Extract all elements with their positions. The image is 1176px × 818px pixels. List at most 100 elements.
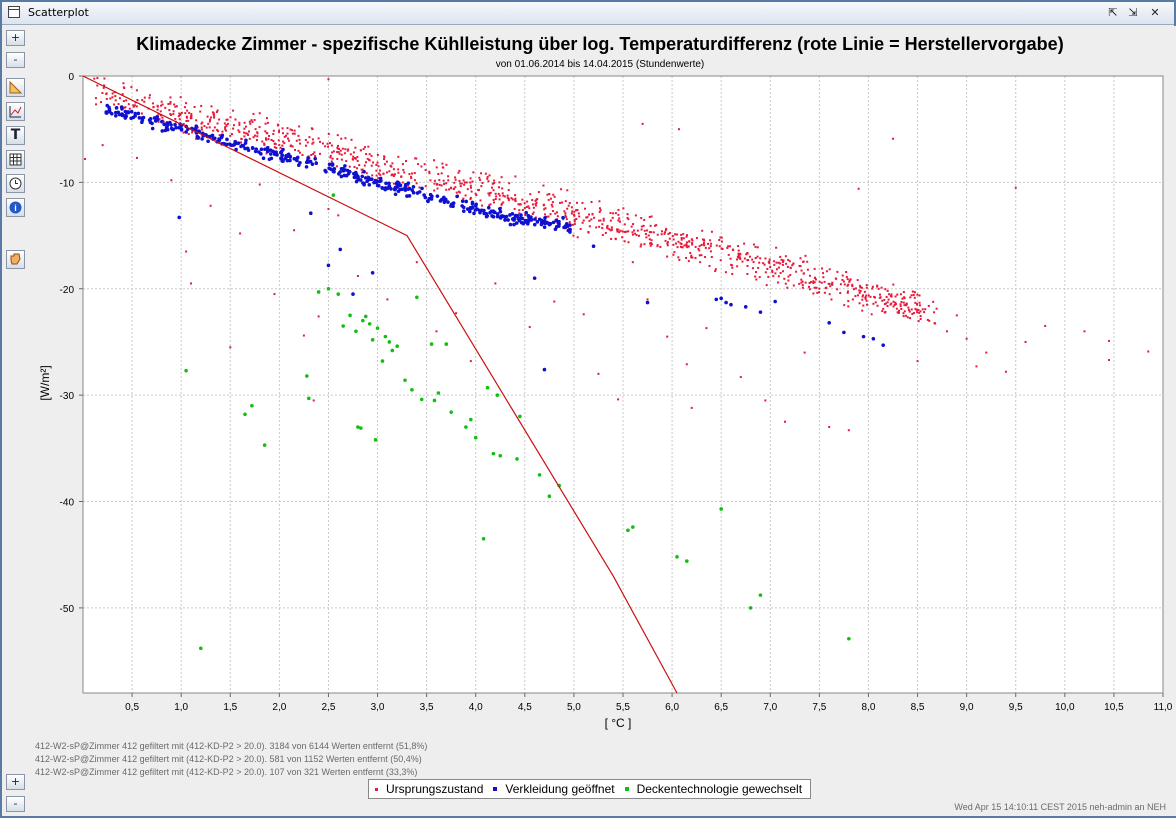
data-point <box>203 125 206 128</box>
data-point <box>648 238 651 241</box>
data-point <box>836 270 839 273</box>
data-point <box>223 122 226 125</box>
window-titlebar[interactable]: Scatterplot ⇱ ⇲ ✕ <box>2 2 1174 25</box>
data-point <box>243 135 246 138</box>
data-point <box>298 138 301 141</box>
data-point <box>618 231 621 234</box>
data-point <box>208 120 211 123</box>
data-point <box>118 97 121 100</box>
data-point <box>666 244 669 247</box>
data-point <box>935 307 938 310</box>
data-point <box>675 242 678 245</box>
ruler-icon[interactable] <box>6 78 25 97</box>
data-point <box>397 168 400 171</box>
data-point <box>890 293 893 296</box>
data-point <box>917 308 920 311</box>
data-point <box>151 102 154 105</box>
data-point <box>614 212 617 215</box>
data-point <box>470 186 473 189</box>
data-point <box>278 129 281 132</box>
data-point <box>739 252 742 255</box>
data-point <box>390 348 395 353</box>
data-point <box>215 111 218 114</box>
data-point <box>262 443 267 447</box>
data-point <box>428 192 433 197</box>
legend-marker <box>375 787 378 791</box>
data-point <box>353 173 358 178</box>
data-point <box>581 201 584 204</box>
data-point <box>858 302 861 305</box>
data-point <box>754 275 757 278</box>
data-point <box>291 132 294 135</box>
data-point <box>489 203 492 206</box>
minimize-icon[interactable]: ⇲ <box>1128 6 1138 19</box>
data-point <box>460 199 465 204</box>
data-point <box>704 246 707 249</box>
table-icon[interactable] <box>6 150 25 169</box>
data-point <box>247 133 250 136</box>
data-point <box>507 199 510 202</box>
data-point <box>469 196 472 199</box>
data-point <box>318 152 321 155</box>
data-point <box>812 282 815 285</box>
data-point <box>317 315 320 318</box>
data-point <box>709 239 712 242</box>
data-point <box>330 144 333 147</box>
data-point <box>859 290 862 293</box>
data-point <box>105 92 108 95</box>
scatter-chart[interactable]: Klimadecke Zimmer - spezifische Kühlleis… <box>28 26 1176 738</box>
zoom-in-bottom-button[interactable]: + <box>6 774 25 790</box>
data-point <box>575 201 578 204</box>
data-point <box>526 200 529 203</box>
data-point <box>370 271 375 275</box>
data-point <box>634 214 637 217</box>
data-point <box>387 181 391 186</box>
data-point <box>209 118 212 121</box>
data-point <box>459 182 462 185</box>
data-point <box>495 195 498 198</box>
text-icon[interactable]: T <box>6 126 25 145</box>
chart-edit-icon[interactable] <box>6 102 25 121</box>
data-point <box>284 154 288 158</box>
data-point <box>788 260 791 263</box>
data-point <box>752 267 755 270</box>
data-point <box>703 241 706 244</box>
clock-icon[interactable] <box>6 174 25 193</box>
hand-icon[interactable] <box>6 250 25 269</box>
data-point <box>218 118 221 121</box>
data-point <box>354 179 359 184</box>
data-point <box>672 253 675 256</box>
data-point <box>883 303 886 306</box>
data-point <box>617 213 620 216</box>
data-point <box>900 307 903 310</box>
data-point <box>281 159 285 163</box>
data-point <box>543 203 546 206</box>
zoom-out-button[interactable]: - <box>6 52 25 68</box>
restore-icon[interactable]: ⇱ <box>1108 6 1118 19</box>
data-point <box>455 312 458 315</box>
data-point <box>501 187 504 190</box>
close-icon[interactable]: ✕ <box>1150 6 1160 19</box>
zoom-in-button[interactable]: + <box>6 30 25 46</box>
data-point <box>368 177 372 182</box>
data-point <box>759 257 762 260</box>
data-point <box>484 172 487 175</box>
data-point <box>446 200 450 204</box>
data-point <box>132 104 135 107</box>
data-point <box>762 262 765 265</box>
data-point <box>361 168 364 171</box>
data-point <box>539 220 544 224</box>
data-point <box>730 264 733 267</box>
zoom-out-bottom-button[interactable]: - <box>6 796 25 812</box>
data-point <box>254 128 257 131</box>
data-point <box>308 211 313 216</box>
data-point <box>841 274 844 277</box>
info-icon[interactable]: i <box>6 198 25 217</box>
data-point <box>888 293 891 296</box>
data-point <box>764 257 767 260</box>
data-point <box>1147 350 1150 353</box>
data-point <box>890 302 893 305</box>
data-point <box>506 218 510 222</box>
data-point <box>643 229 646 232</box>
data-point <box>396 189 401 194</box>
